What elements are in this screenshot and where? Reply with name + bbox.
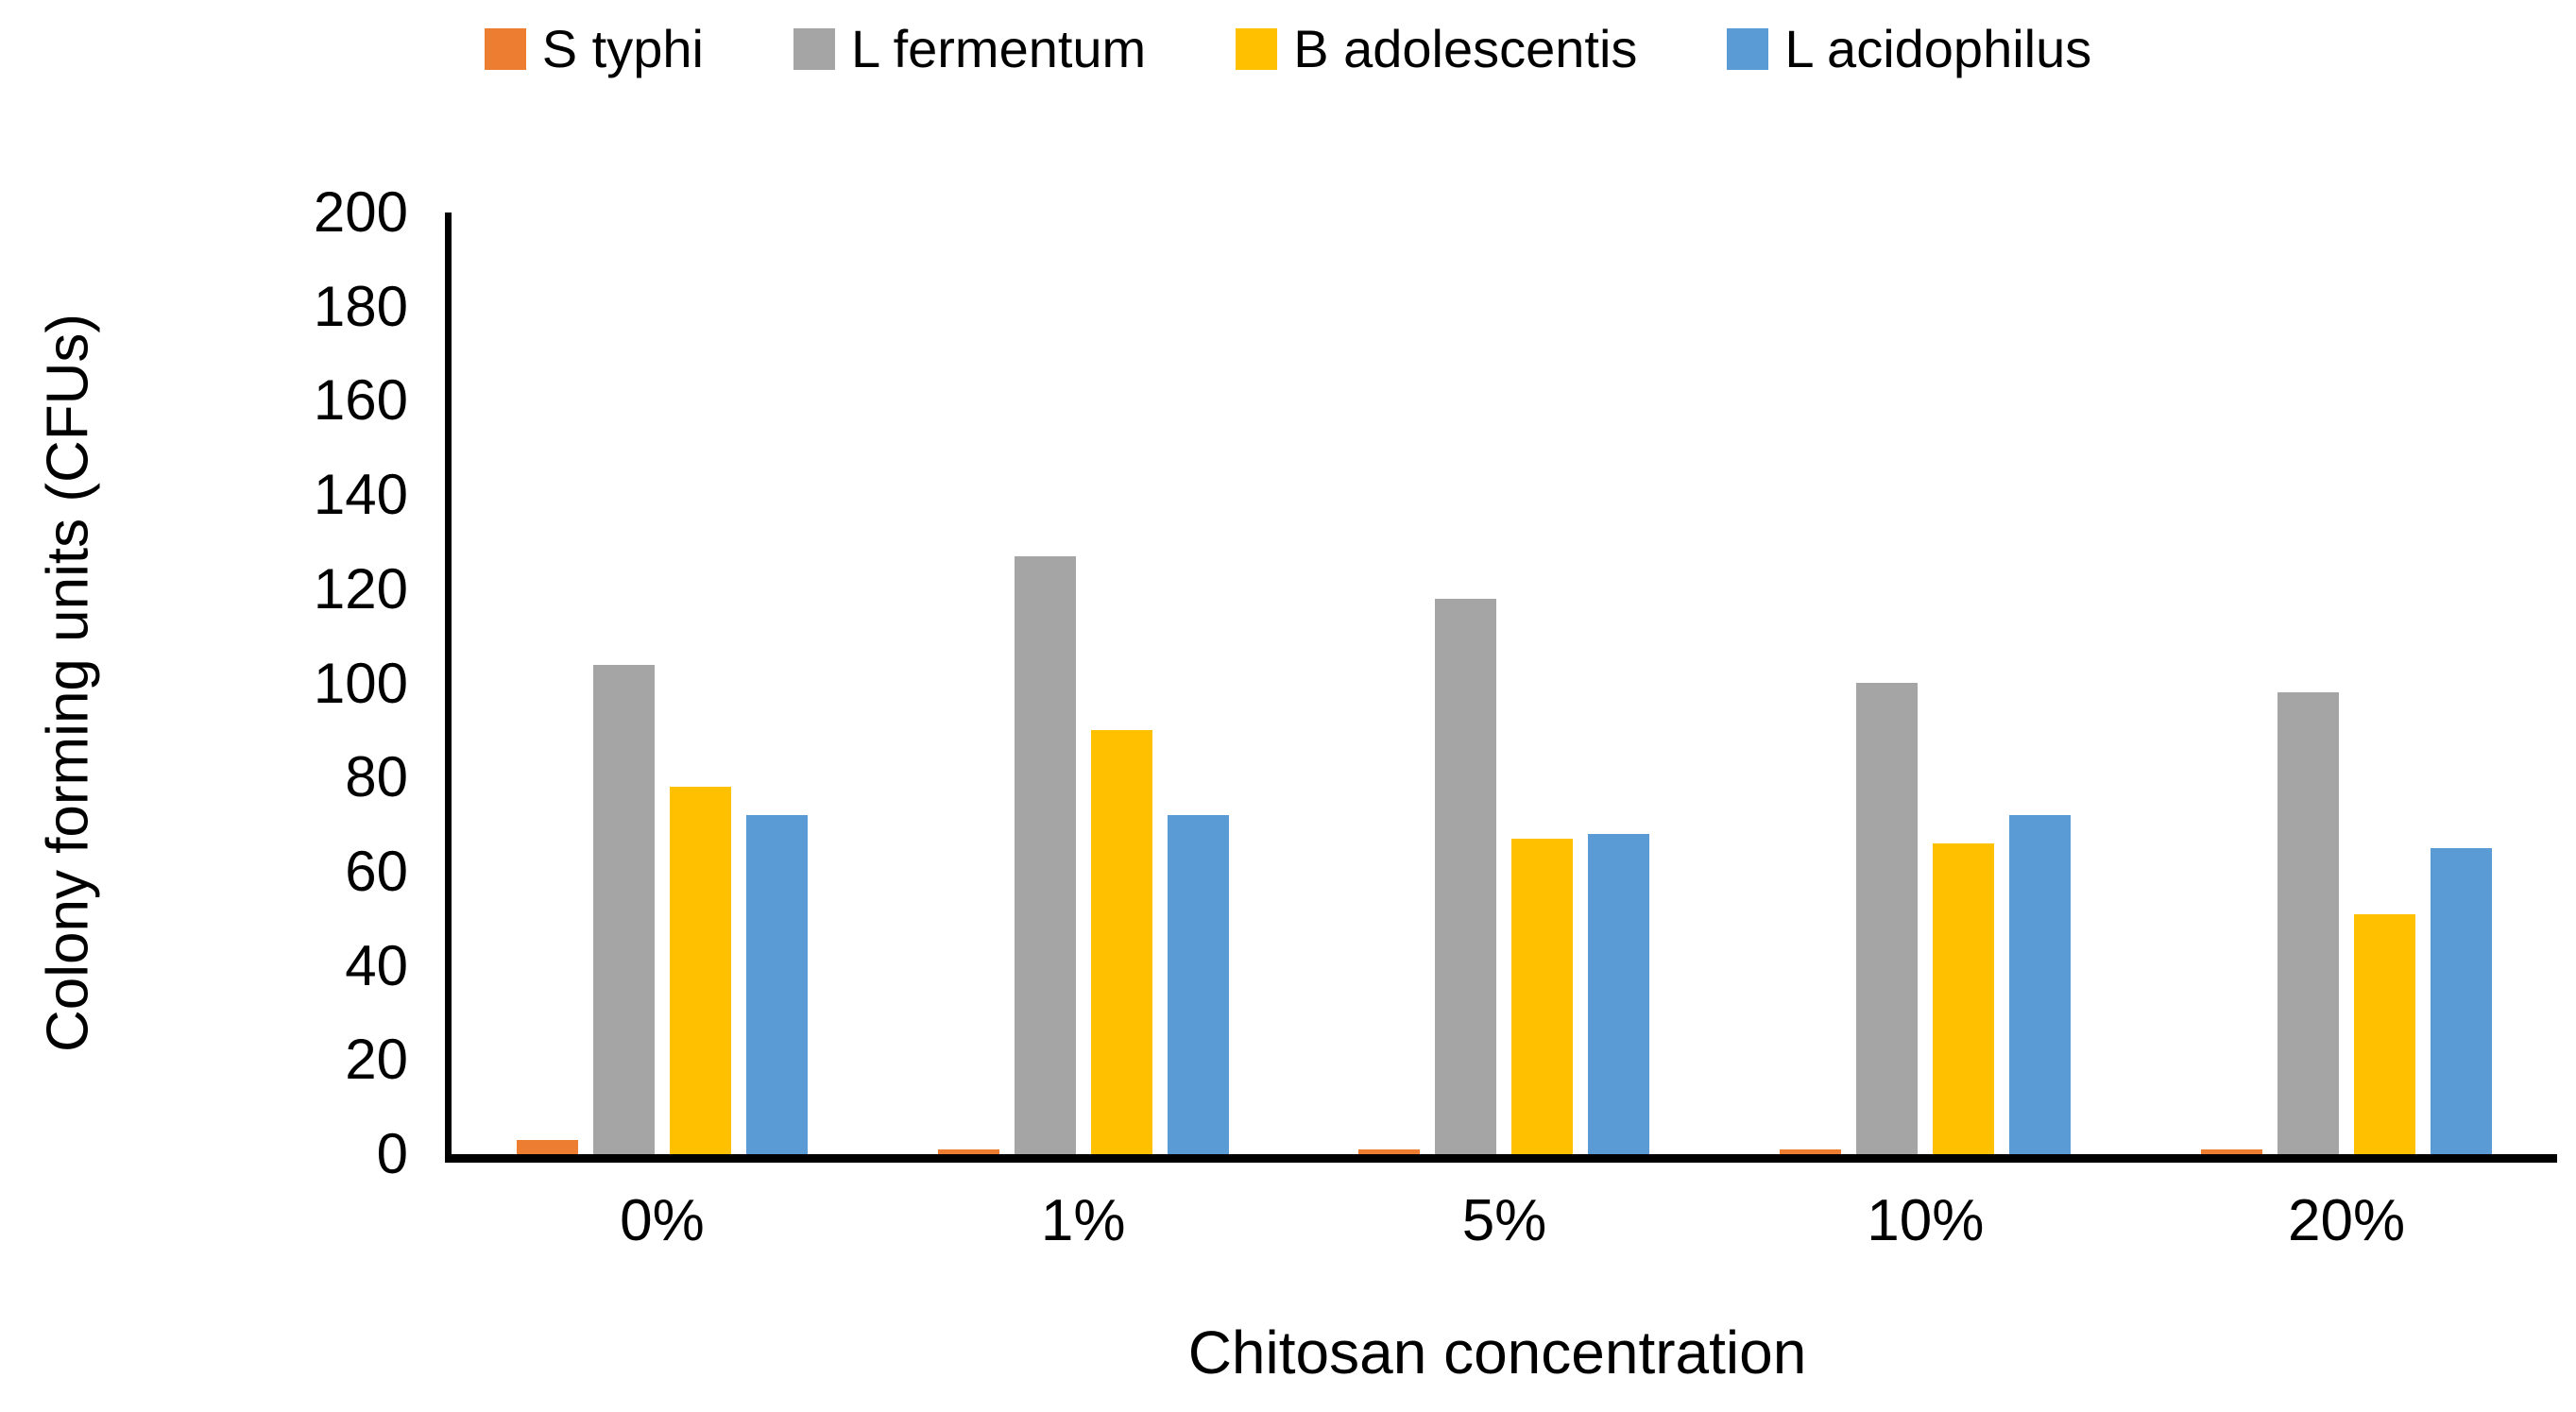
x-tick-label: 0%: [620, 1188, 705, 1253]
x-tick-label: 20%: [2288, 1188, 2406, 1253]
bar-group-1%: [873, 213, 1294, 1154]
legend-label: L fermentum: [850, 19, 1147, 78]
bar-b-adolescentis-10%: [1933, 843, 1995, 1154]
bar-s-typhi-0%: [516, 1140, 578, 1154]
y-tick-label: 40: [345, 934, 408, 997]
legend-item: L acidophilus: [1727, 21, 2091, 77]
bar-s-typhi-10%: [1780, 1149, 1842, 1154]
bar-l-acidophilus-1%: [1167, 815, 1229, 1154]
bar-group-20%: [2136, 213, 2557, 1154]
y-tick-label: 140: [313, 463, 408, 526]
y-tick-label: 120: [313, 557, 408, 621]
x-tick-label: 1%: [1040, 1188, 1126, 1253]
plot-area: [445, 213, 2557, 1163]
legend-label: L acidophilus: [1784, 19, 2092, 78]
bar-s-typhi-20%: [2201, 1149, 2263, 1154]
x-axis-tick-labels: 0% 1% 5% 10% 20%: [452, 1188, 2557, 1254]
x-tick-label: 5%: [1461, 1188, 1547, 1253]
legend-item: L fermentum: [793, 21, 1146, 77]
bar-group-10%: [1714, 213, 2136, 1154]
y-tick-label: 60: [345, 840, 408, 903]
bar-l-fermentum-0%: [592, 665, 655, 1154]
bar-l-fermentum-10%: [1856, 683, 1919, 1154]
y-tick-label: 160: [313, 368, 408, 432]
legend-swatch-icon: [1236, 28, 1278, 70]
y-tick-label: 180: [313, 275, 408, 338]
y-tick-label: 0: [376, 1122, 408, 1185]
bar-group-0%: [452, 213, 873, 1154]
legend-label: B adolescentis: [1293, 19, 1638, 78]
bar-l-fermentum-20%: [2277, 692, 2340, 1154]
y-axis-title: Colony forming units (CFUs): [35, 313, 101, 1053]
bar-l-fermentum-5%: [1435, 599, 1497, 1154]
bar-l-fermentum-1%: [1014, 556, 1076, 1154]
y-axis-tick-labels: 0 20 40 60 80 100 120 140 160 180 200: [142, 0, 408, 1412]
bar-s-typhi-5%: [1358, 1149, 1421, 1154]
y-tick-label: 100: [313, 652, 408, 715]
bar-s-typhi-1%: [937, 1149, 999, 1154]
legend-label: S typhi: [541, 19, 704, 78]
x-tick-label: 10%: [1867, 1188, 1985, 1253]
y-tick-label: 200: [313, 180, 408, 244]
y-tick-label: 80: [345, 745, 408, 808]
bar-b-adolescentis-1%: [1090, 730, 1152, 1154]
bar-b-adolescentis-5%: [1511, 839, 1574, 1154]
bar-b-adolescentis-0%: [669, 787, 731, 1154]
legend-swatch-icon: [1727, 28, 1769, 70]
legend-swatch-icon: [793, 28, 835, 70]
bar-group-5%: [1294, 213, 1715, 1154]
bar-l-acidophilus-0%: [745, 815, 808, 1154]
legend-swatch-icon: [484, 28, 526, 70]
bar-l-acidophilus-10%: [2009, 815, 2072, 1154]
legend-item: S typhi: [484, 19, 704, 78]
x-axis-title: Chitosan concentration: [1187, 1318, 1807, 1386]
bar-l-acidophilus-20%: [2431, 848, 2493, 1154]
bar-b-adolescentis-20%: [2354, 914, 2416, 1154]
y-tick-label: 20: [345, 1028, 408, 1091]
legend-item: B adolescentis: [1236, 21, 1637, 77]
legend: S typhi L fermentum B adolescentis L acidop…: [0, 21, 2576, 77]
bar-l-acidophilus-5%: [1588, 834, 1650, 1154]
